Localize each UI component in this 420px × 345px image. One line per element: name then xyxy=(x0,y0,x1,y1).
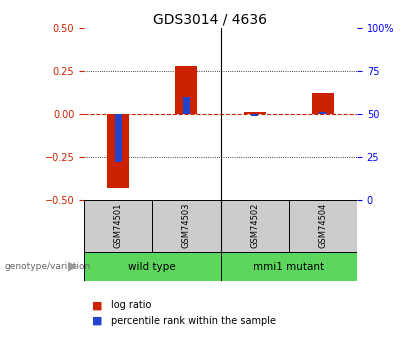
Text: GSM74503: GSM74503 xyxy=(182,203,191,248)
Text: GSM74501: GSM74501 xyxy=(114,203,123,248)
Text: GSM74504: GSM74504 xyxy=(318,203,327,248)
Text: GSM74502: GSM74502 xyxy=(250,203,259,248)
Text: percentile rank within the sample: percentile rank within the sample xyxy=(111,316,276,326)
Bar xyxy=(183,97,190,114)
Text: genotype/variation: genotype/variation xyxy=(4,262,90,271)
Text: ▶: ▶ xyxy=(68,260,78,273)
Text: mmi1 mutant: mmi1 mutant xyxy=(253,262,324,272)
Bar xyxy=(244,112,265,114)
Bar xyxy=(152,200,221,252)
Bar xyxy=(176,66,197,114)
Text: wild type: wild type xyxy=(129,262,176,272)
Bar xyxy=(220,200,289,252)
Text: ■: ■ xyxy=(92,316,103,326)
Bar xyxy=(115,114,121,162)
Text: ■: ■ xyxy=(92,300,103,310)
Bar xyxy=(84,252,220,281)
Bar xyxy=(289,200,357,252)
Text: GDS3014 / 4636: GDS3014 / 4636 xyxy=(153,12,267,26)
Bar xyxy=(320,112,326,114)
Bar xyxy=(107,114,129,188)
Bar xyxy=(251,114,258,116)
Bar xyxy=(312,93,334,114)
Text: log ratio: log ratio xyxy=(111,300,152,310)
Bar xyxy=(84,200,152,252)
Bar xyxy=(220,252,357,281)
